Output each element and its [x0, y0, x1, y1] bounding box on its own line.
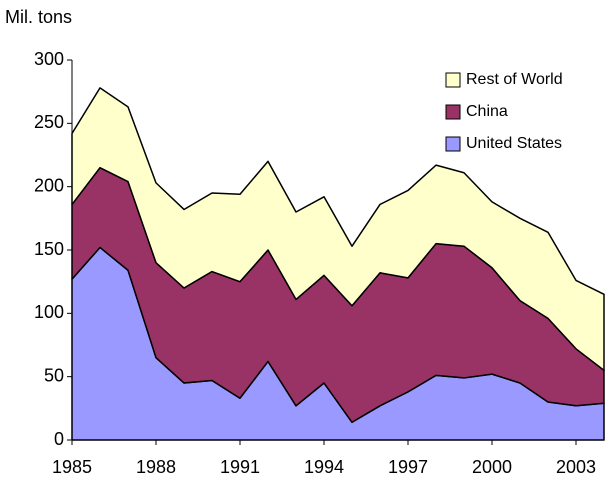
area — [71, 87, 605, 372]
legend-label: Rest of World — [466, 71, 563, 88]
x-tick-label: 1991 — [220, 457, 260, 477]
x-tick-label: 1985 — [52, 457, 92, 477]
x-tick-label: 1997 — [388, 457, 428, 477]
legend-label: China — [466, 103, 508, 120]
legend-swatch — [445, 72, 461, 88]
y-tick-label: 300 — [34, 49, 64, 69]
y-axis-label: Mil. tons — [5, 7, 72, 27]
y-tick-label: 100 — [34, 302, 64, 322]
y-tick-label: 150 — [34, 239, 64, 259]
y-tick-label: 0 — [54, 429, 64, 449]
y-tick-label: 250 — [34, 112, 64, 132]
y-tick-label: 50 — [44, 365, 64, 385]
y-tick-label: 200 — [34, 175, 64, 195]
x-tick-label: 2000 — [472, 457, 512, 477]
legend-label: United States — [466, 135, 562, 152]
legend-swatch — [445, 136, 461, 152]
legend-swatch — [445, 104, 461, 120]
x-tick-label: 1994 — [304, 457, 344, 477]
x-tick-label: 1988 — [136, 457, 176, 477]
x-tick-label: 2003 — [556, 457, 596, 477]
